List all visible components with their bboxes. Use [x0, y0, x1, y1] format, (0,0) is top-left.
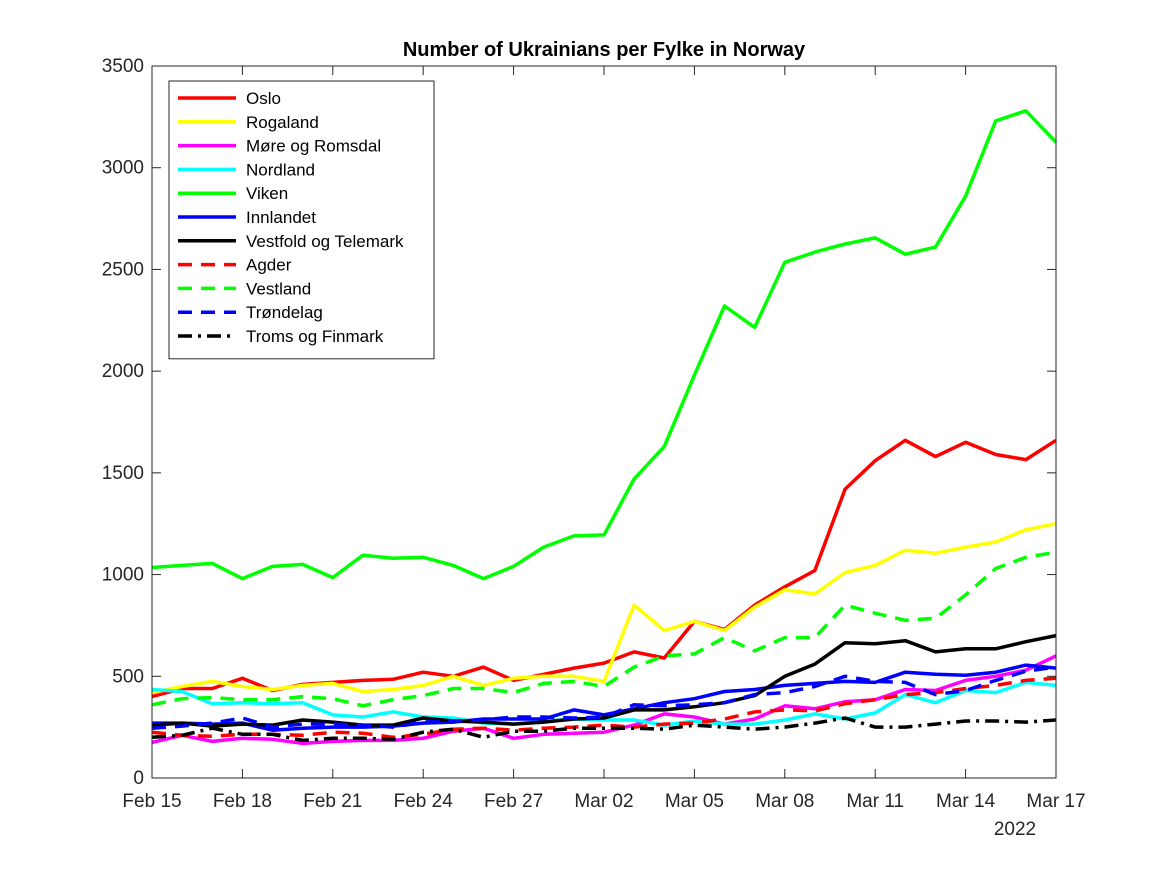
x-tick-label: Feb 27 [484, 791, 543, 812]
x-year-label: 2022 [994, 819, 1036, 840]
legend-label-vestfold-og-telemark: Vestfold og Telemark [246, 232, 404, 251]
x-tick-label: Mar 02 [574, 791, 633, 812]
series-line-agder [151, 676, 1057, 740]
x-tick-label: Feb 15 [122, 791, 181, 812]
y-tick-label: 1500 [102, 463, 144, 484]
series-line-troms-og-finmark [151, 716, 1057, 743]
legend: Oslo Rogaland Møre og Romsdal Nordland Viken… [168, 80, 435, 360]
x-tick-label: Mar 17 [1026, 791, 1085, 812]
y-tick-label: 500 [112, 666, 144, 687]
series-line-nordland [151, 680, 1057, 727]
legend-label-vestland: Vestland [246, 279, 311, 298]
y-tick-label: 2500 [102, 259, 144, 280]
legend-label-trondelag: Trøndelag [246, 303, 323, 322]
legend-label-troms-og-finmark: Troms og Finmark [246, 327, 384, 346]
y-tick-label: 3500 [102, 56, 144, 77]
series-line-vestfold-og-telemark [151, 633, 1057, 728]
legend-label-rogaland: Rogaland [246, 113, 319, 132]
x-tick-label: Mar 08 [755, 791, 814, 812]
legend-label-oslo: Oslo [246, 89, 281, 108]
series-line-innlandet [152, 663, 1057, 732]
series-line-vestland [151, 550, 1057, 708]
axis-layer: 0 500 1000 1500 2000 2500 3000 3500 Feb 15 Feb 18… [102, 56, 1086, 812]
series-line-trondelag [151, 665, 1057, 730]
y-tick-label: 3000 [102, 158, 144, 179]
series-line-viken [151, 109, 1058, 581]
legend-label-more-og-romsdal: Møre og Romsdal [246, 137, 381, 156]
legend-label-viken: Viken [246, 184, 288, 203]
y-tick-label: 0 [133, 768, 144, 789]
chart-title: Number of Ukrainians per Fylke in Norway [403, 39, 806, 61]
x-tick-label: Mar 11 [846, 791, 904, 812]
x-tick-label: Mar 05 [665, 791, 724, 812]
x-tick-label: Feb 21 [303, 791, 362, 812]
x-tick-label: Feb 18 [213, 791, 272, 812]
series-layer [151, 109, 1058, 746]
legend-label-nordland: Nordland [246, 160, 315, 179]
x-tick-label: Mar 14 [936, 791, 996, 812]
y-tick-label: 1000 [102, 565, 144, 586]
series-line-more-og-romsdal [151, 654, 1057, 746]
y-tick-label: 2000 [102, 361, 144, 382]
series-line-rogaland [151, 521, 1057, 695]
legend-label-agder: Agder [246, 256, 292, 275]
legend-label-innlandet: Innlandet [246, 208, 316, 227]
x-tick-label: Feb 24 [394, 791, 454, 812]
